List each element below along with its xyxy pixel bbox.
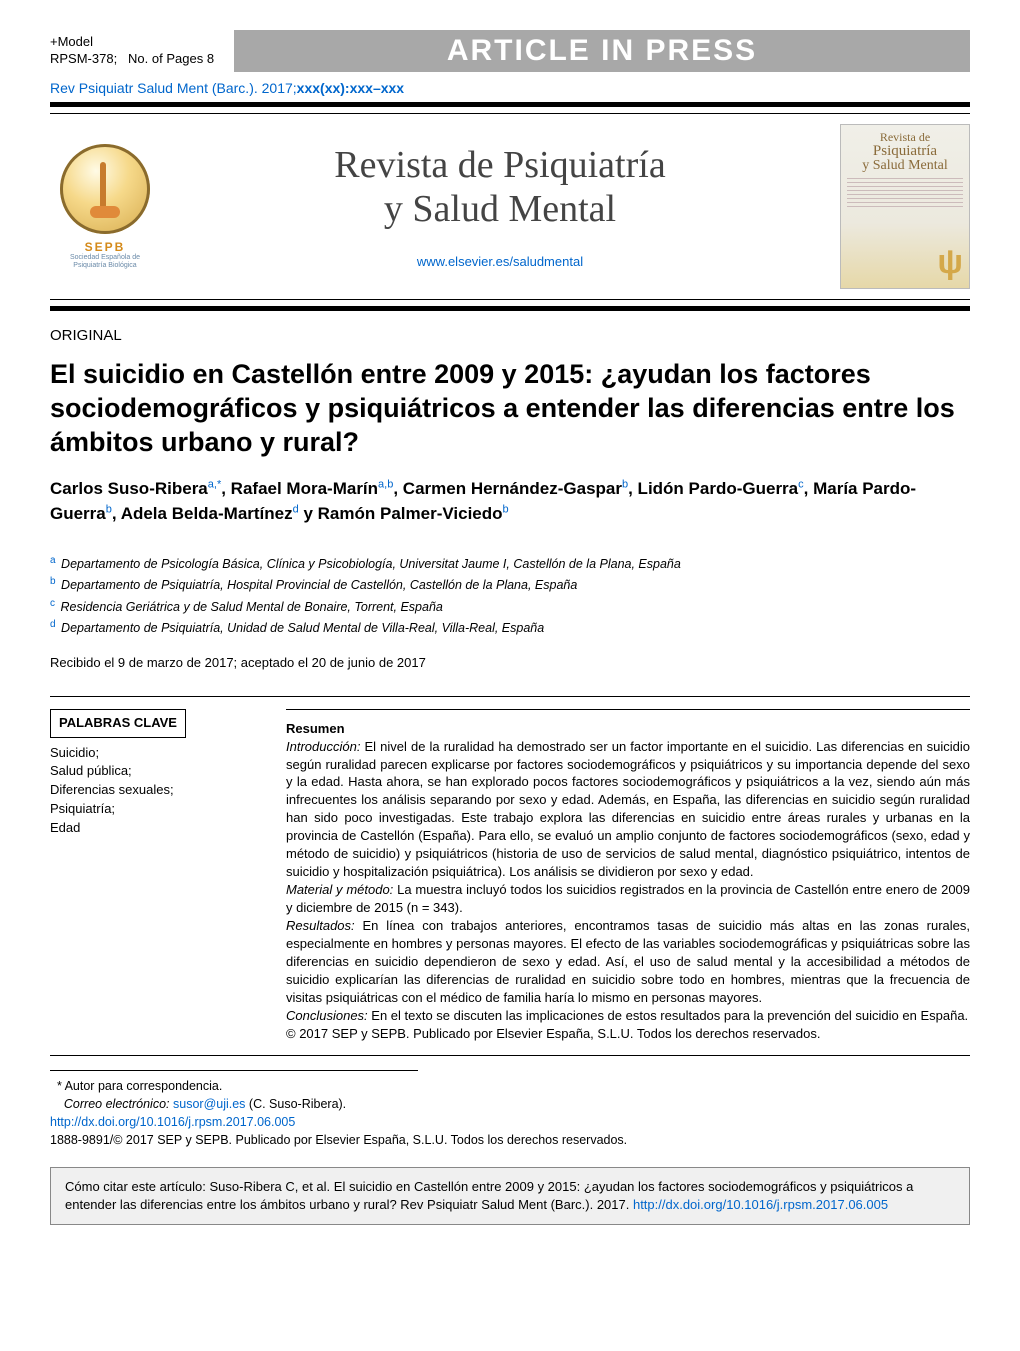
received-accepted: Recibido el 9 de marzo de 2017; aceptado…: [50, 655, 970, 670]
rule-top-thin: [50, 113, 970, 114]
cite-doi-link[interactable]: http://dx.doi.org/10.1016/j.rpsm.2017.06…: [633, 1197, 888, 1212]
citation-suffix: xxx(xx):xxx–xxx: [297, 80, 404, 96]
abstract-column: Resumen Introducción: El nivel de la rur…: [270, 697, 970, 1055]
header-row: +Model RPSM-378; No. of Pages 8 ARTICLE …: [50, 30, 970, 72]
abstract-copyright: © 2017 SEP y SEPB. Publicado por Elsevie…: [286, 1025, 970, 1043]
psi-icon: ψ: [937, 243, 963, 282]
cover-title: Revista de Psiquiatría y Salud Mental: [847, 131, 963, 174]
keywords-column: PALABRAS CLAVE Suicidio;Salud pública;Di…: [50, 697, 270, 1055]
masthead-center: Revista de Psiquiatría y Salud Mental ww…: [160, 144, 840, 268]
affiliations: a Departamento de Psicología Básica, Clí…: [50, 553, 970, 639]
abstract-block: PALABRAS CLAVE Suicidio;Salud pública;Di…: [50, 696, 970, 1056]
model-line1: +Model: [50, 34, 93, 49]
abstract-top-rule: [286, 709, 970, 710]
journal-cover-thumbnail: Revista de Psiquiatría y Salud Mental ψ: [840, 124, 970, 289]
society-logo-badge: [60, 144, 150, 234]
authors: Carlos Suso-Riberaa,*, Rafael Mora-Marín…: [50, 477, 970, 526]
how-to-cite-box: Cómo citar este artículo: Suso-Ribera C,…: [50, 1167, 970, 1225]
footnotes: * Autor para correspondencia. Correo ele…: [50, 1070, 970, 1150]
keywords-heading: PALABRAS CLAVE: [50, 709, 186, 738]
doi-link[interactable]: http://dx.doi.org/10.1016/j.rpsm.2017.06…: [50, 1115, 295, 1129]
abstract-heading: Resumen: [286, 721, 345, 736]
rule-bottom-thick: [50, 306, 970, 311]
society-logo-text: SEPB: [85, 240, 126, 254]
journal-url[interactable]: www.elsevier.es/saludmental: [160, 254, 840, 269]
masthead: SEPB Sociedad Española dePsiquiatría Bio…: [50, 124, 970, 289]
keywords-list: Suicidio;Salud pública;Diferencias sexua…: [50, 744, 260, 838]
citation-line: Rev Psiquiatr Salud Ment (Barc.). 2017;x…: [50, 80, 970, 96]
rule-bottom-thin: [50, 299, 970, 300]
society-logo: SEPB Sociedad Española dePsiquiatría Bio…: [50, 132, 160, 282]
article-in-press-banner: ARTICLE IN PRESS: [234, 30, 970, 72]
abstract-methods: Material y método: La muestra incluyó to…: [286, 881, 970, 917]
issn-copyright: 1888-9891/© 2017 SEP y SEPB. Publicado p…: [50, 1131, 970, 1149]
rule-top-thick: [50, 102, 970, 107]
citation-prefix[interactable]: Rev Psiquiatr Salud Ment (Barc.). 2017;: [50, 80, 297, 96]
corresponding-author: * Autor para correspondencia.: [50, 1077, 970, 1095]
abstract-conclusions: Conclusiones: En el texto se discuten la…: [286, 1007, 970, 1025]
model-id: RPSM-378;: [50, 51, 117, 66]
corresponding-email: Correo electrónico: susor@uji.es (C. Sus…: [50, 1095, 970, 1113]
footnote-rule: [50, 1070, 418, 1071]
society-logo-subtext: Sociedad Española dePsiquiatría Biológic…: [70, 254, 140, 269]
section-label: ORIGINAL: [50, 327, 970, 344]
abstract-results: Resultados: En línea con trabajos anteri…: [286, 917, 970, 1007]
email-link[interactable]: susor@uji.es: [173, 1097, 245, 1111]
abstract-intro: Introducción: El nivel de la ruralidad h…: [286, 738, 970, 882]
article-title: El suicidio en Castellón entre 2009 y 20…: [50, 358, 970, 459]
model-info: +Model RPSM-378; No. of Pages 8: [50, 34, 214, 68]
model-pages: No. of Pages 8: [128, 51, 214, 66]
journal-title: Revista de Psiquiatría y Salud Mental: [160, 144, 840, 231]
